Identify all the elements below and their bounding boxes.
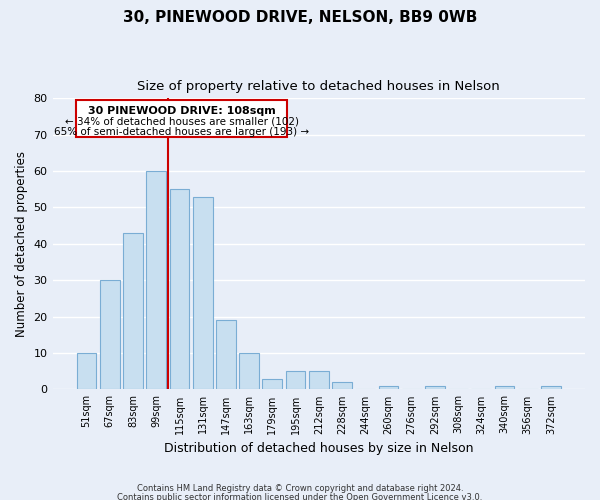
- Text: 65% of semi-detached houses are larger (193) →: 65% of semi-detached houses are larger (…: [54, 128, 310, 138]
- Text: 30 PINEWOOD DRIVE: 108sqm: 30 PINEWOOD DRIVE: 108sqm: [88, 106, 275, 116]
- Bar: [170, 190, 190, 390]
- Bar: [193, 196, 212, 390]
- Bar: [239, 353, 259, 390]
- Bar: [216, 320, 236, 390]
- Bar: [286, 371, 305, 390]
- Text: 30, PINEWOOD DRIVE, NELSON, BB9 0WB: 30, PINEWOOD DRIVE, NELSON, BB9 0WB: [123, 10, 477, 25]
- Bar: [379, 386, 398, 390]
- Text: Contains public sector information licensed under the Open Government Licence v3: Contains public sector information licen…: [118, 493, 482, 500]
- FancyBboxPatch shape: [76, 100, 287, 136]
- X-axis label: Distribution of detached houses by size in Nelson: Distribution of detached houses by size …: [164, 442, 473, 455]
- Bar: [146, 171, 166, 390]
- Y-axis label: Number of detached properties: Number of detached properties: [15, 151, 28, 337]
- Text: Contains HM Land Registry data © Crown copyright and database right 2024.: Contains HM Land Registry data © Crown c…: [137, 484, 463, 493]
- Title: Size of property relative to detached houses in Nelson: Size of property relative to detached ho…: [137, 80, 500, 93]
- Text: ← 34% of detached houses are smaller (102): ← 34% of detached houses are smaller (10…: [65, 116, 299, 126]
- Bar: [100, 280, 119, 390]
- Bar: [494, 386, 514, 390]
- Bar: [309, 371, 329, 390]
- Bar: [77, 353, 97, 390]
- Bar: [425, 386, 445, 390]
- Bar: [541, 386, 561, 390]
- Bar: [332, 382, 352, 390]
- Bar: [262, 378, 282, 390]
- Bar: [123, 233, 143, 390]
